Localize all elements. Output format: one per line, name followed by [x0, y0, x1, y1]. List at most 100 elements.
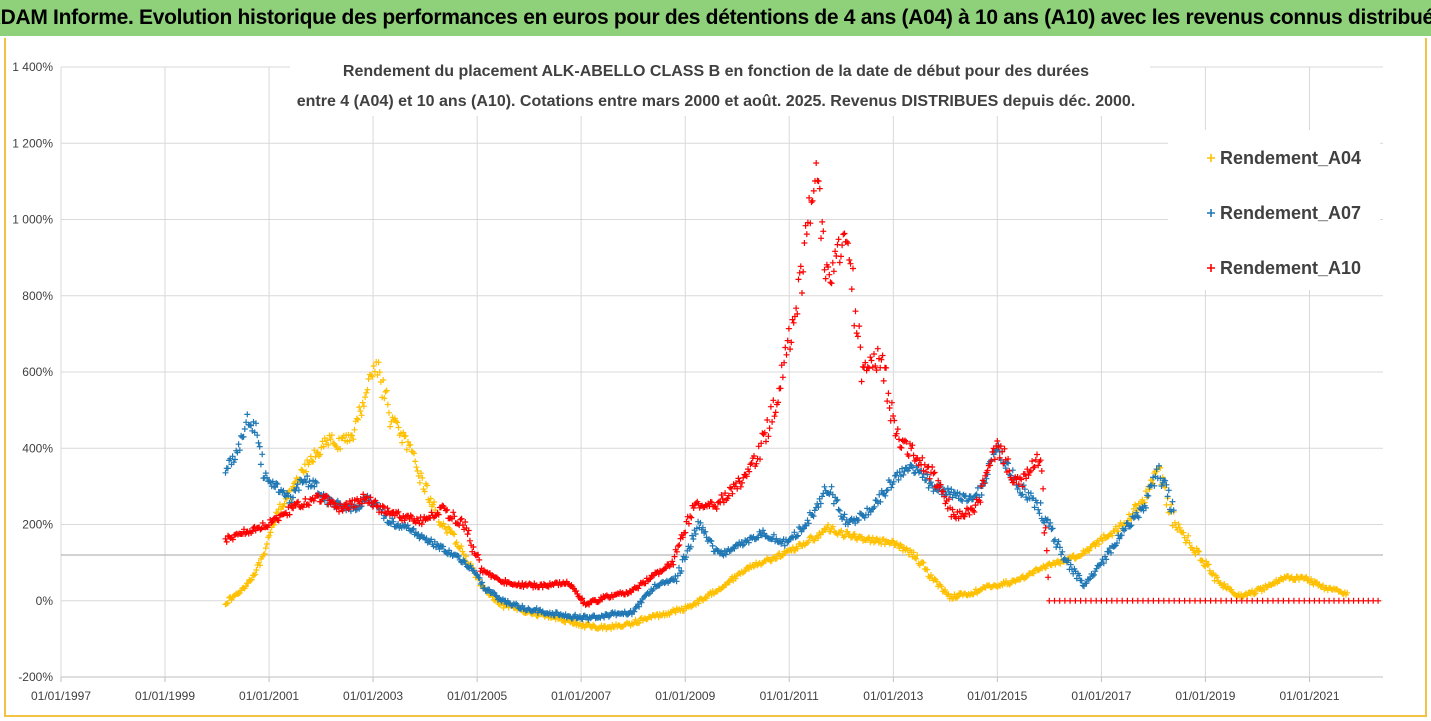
data-point: [938, 583, 945, 590]
data-point: [818, 235, 824, 242]
data-point: [430, 501, 436, 508]
legend-marker: [1207, 264, 1215, 272]
data-point: [690, 536, 697, 542]
data-point: [371, 498, 378, 505]
data-point: [595, 598, 602, 605]
data-point: [1209, 571, 1216, 578]
chart-title-line2: entre 4 (A04) et 10 ans (A10). Cotations…: [297, 93, 1136, 110]
data-point: [337, 445, 344, 452]
data-point: [883, 364, 890, 371]
data-point: [235, 590, 242, 597]
data-point: [877, 498, 884, 505]
data-point: [1133, 509, 1140, 516]
data-point: [795, 532, 801, 539]
data-point: [983, 475, 990, 482]
data-point: [262, 470, 269, 477]
data-point: [1116, 535, 1123, 542]
data-point: [259, 520, 266, 526]
data-point: [825, 264, 832, 270]
data-point: [649, 572, 656, 579]
data-point: [830, 268, 837, 275]
data-point: [325, 441, 332, 448]
data-point: [1027, 467, 1034, 474]
data-point: [1043, 547, 1050, 554]
data-point: [964, 498, 970, 505]
x-tick-label: 01/01/1997: [31, 689, 91, 703]
data-point: [701, 530, 708, 536]
data-point: [1006, 467, 1013, 474]
data-point: [1026, 469, 1033, 476]
data-point: [461, 558, 468, 565]
data-point: [313, 479, 320, 486]
data-point: [349, 432, 356, 439]
data-point: [572, 611, 579, 618]
data-point: [290, 494, 296, 501]
data-point: [671, 553, 678, 560]
data-point: [394, 419, 401, 426]
data-point: [1051, 597, 1058, 604]
data-point: [476, 556, 483, 563]
data-point: [1218, 597, 1224, 604]
data-point: [247, 577, 254, 584]
data-point: [1163, 481, 1170, 488]
data-point: [1072, 597, 1079, 604]
data-point: [703, 595, 710, 602]
data-point: [1056, 544, 1063, 551]
data-point: [1034, 451, 1040, 458]
data-point: [857, 344, 864, 351]
data-point: [1153, 466, 1160, 473]
y-axis: -200% 0% 200% 400% 600% 800% 1 000% 1 200% 1 400…: [12, 60, 53, 684]
data-point: [829, 259, 836, 266]
data-point: [409, 526, 416, 533]
data-point: [884, 487, 891, 493]
data-point: [384, 401, 391, 408]
data-point: [1134, 597, 1141, 604]
data-point: [458, 515, 465, 522]
data-point: [353, 415, 360, 422]
data-point: [269, 518, 276, 525]
x-tick-label: 01/01/2021: [1279, 689, 1339, 703]
data-point: [948, 486, 955, 493]
data-point: [669, 558, 676, 565]
data-point: [1002, 465, 1009, 472]
data-point: [740, 474, 747, 481]
data-point: [1168, 501, 1175, 508]
data-point: [895, 476, 902, 483]
data-point: [783, 351, 790, 358]
data-point: [1205, 561, 1212, 568]
data-point: [1194, 547, 1201, 554]
data-point: [440, 543, 447, 550]
data-point: [312, 453, 319, 460]
data-point: [923, 468, 929, 475]
data-point: [1176, 597, 1183, 604]
data-point: [679, 534, 686, 541]
data-point: [1296, 597, 1303, 604]
data-point: [1162, 484, 1169, 491]
data-point: [264, 541, 270, 547]
data-point: [708, 499, 715, 506]
data-point: [1043, 517, 1050, 524]
data-point: [815, 535, 822, 541]
data-point: [803, 231, 810, 238]
data-point: [719, 584, 726, 591]
data-point: [384, 505, 391, 512]
data-point: [1112, 523, 1119, 530]
data-point: [345, 506, 352, 513]
data-point: [303, 468, 310, 475]
data-point: [994, 438, 1001, 444]
data-point: [235, 441, 242, 448]
data-point: [1108, 549, 1114, 556]
data-point: [1052, 536, 1058, 543]
data-point: [390, 518, 397, 525]
data-point: [769, 418, 776, 425]
x-tick-label: 01/01/2019: [1175, 689, 1235, 703]
data-point: [1102, 553, 1108, 560]
data-point: [910, 549, 917, 556]
data-point: [1212, 597, 1219, 604]
data-point: [462, 519, 469, 525]
data-point: [252, 571, 259, 578]
data-point: [450, 509, 457, 516]
data-point: [755, 534, 762, 541]
data-point: [266, 532, 273, 539]
data-point: [919, 454, 926, 461]
